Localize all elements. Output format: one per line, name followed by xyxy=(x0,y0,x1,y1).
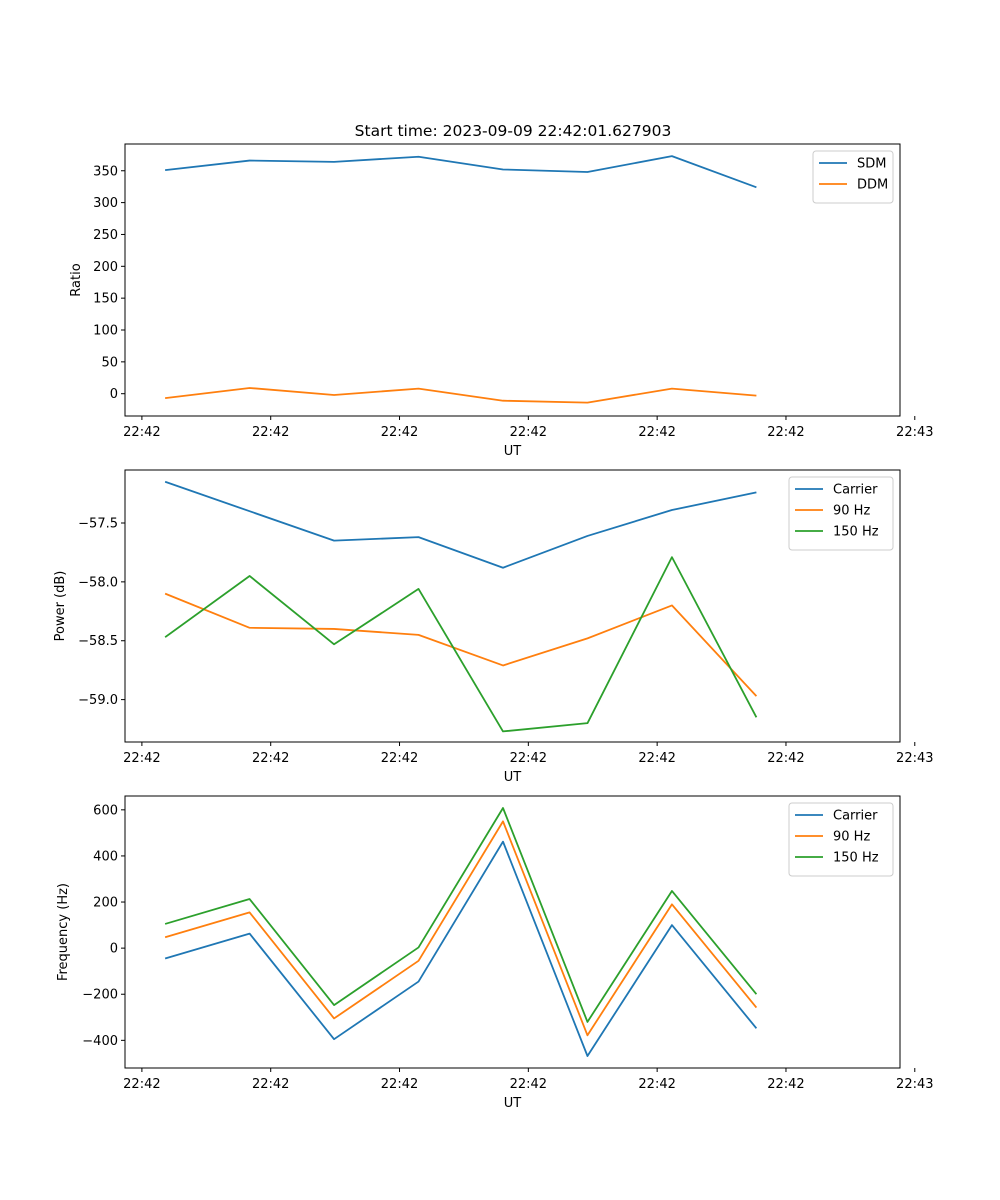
legend-label: DDM xyxy=(857,178,888,193)
x-tick-label: 22:42 xyxy=(767,1077,804,1092)
series-line-carrier xyxy=(164,480,757,569)
y-tick-label: −58.5 xyxy=(78,634,118,649)
y-tick-label: −400 xyxy=(82,1034,118,1049)
series-line-90-hz xyxy=(164,592,758,697)
x-tick-label: 22:43 xyxy=(896,1077,933,1092)
y-tick-label: −59.0 xyxy=(78,693,118,708)
y-tick-label: 350 xyxy=(93,164,118,179)
x-tick-label: 22:42 xyxy=(767,425,804,440)
y-axis-label: Frequency (Hz) xyxy=(56,883,71,981)
y-tick-label: 400 xyxy=(93,849,118,864)
series-line-150-hz xyxy=(164,807,758,1023)
x-axis-label: UT xyxy=(504,444,522,459)
figure-title: Start time: 2023-09-09 22:42:01.627903 xyxy=(355,122,672,140)
x-tick-label: 22:42 xyxy=(767,751,804,766)
y-tick-label: 250 xyxy=(93,228,118,243)
y-tick-label: 100 xyxy=(93,324,118,339)
legend: Carrier 90 Hz 150 Hz xyxy=(788,802,894,877)
legend: Carrier 90 Hz 150 Hz xyxy=(788,476,894,551)
x-tick-label: 22:42 xyxy=(510,751,547,766)
x-tick-label: 22:42 xyxy=(381,751,418,766)
x-tick-label: 22:42 xyxy=(638,425,675,440)
legend-label: Carrier xyxy=(833,483,878,498)
chart-panel-1: 22:42 22:42 22:42 22:42 22:42 22:42 22:43 0 50 10… xyxy=(69,143,934,459)
axes-frame xyxy=(124,795,901,1069)
legend-label: 150 Hz xyxy=(833,525,879,540)
y-tick-label: 300 xyxy=(93,196,118,211)
x-tick-label: 22:42 xyxy=(510,1077,547,1092)
y-tick-label: −58.0 xyxy=(78,575,118,590)
x-tick-label: 22:42 xyxy=(510,425,547,440)
y-axis-label: Power (dB) xyxy=(53,571,68,642)
chart-panel-3: 22:42 22:42 22:42 22:42 22:42 22:42 22:43 −400 −… xyxy=(56,795,934,1111)
x-tick-label: 22:43 xyxy=(896,751,933,766)
y-tick-label: 0 xyxy=(110,387,118,402)
x-tick-label: 22:43 xyxy=(896,425,933,440)
y-tick-label: 200 xyxy=(93,896,118,911)
x-tick-label: 22:42 xyxy=(252,425,289,440)
x-tick-label: 22:42 xyxy=(252,1077,289,1092)
x-tick-label: 22:42 xyxy=(123,1077,160,1092)
legend: SDM DDM xyxy=(812,150,894,204)
y-tick-label: 200 xyxy=(93,260,118,275)
y-tick-label: 150 xyxy=(93,292,118,307)
y-tick-label: 600 xyxy=(93,803,118,818)
x-tick-label: 22:42 xyxy=(252,751,289,766)
x-axis-label: UT xyxy=(504,770,522,785)
series-line-sdm xyxy=(165,155,757,189)
legend-label: Carrier xyxy=(833,809,878,824)
series-line-carrier xyxy=(164,840,758,1057)
x-tick-label: 22:42 xyxy=(638,1077,675,1092)
axes-frame xyxy=(124,143,901,417)
legend-label: 150 Hz xyxy=(833,851,879,866)
x-tick-label: 22:42 xyxy=(638,751,675,766)
x-tick-label: 22:42 xyxy=(381,425,418,440)
y-tick-label: 50 xyxy=(101,355,118,370)
series-line-ddm xyxy=(165,387,757,404)
x-tick-label: 22:42 xyxy=(123,751,160,766)
series-line-90-hz xyxy=(164,820,758,1037)
chart-panel-2: 22:42 22:42 22:42 22:42 22:42 22:42 22:43 −59.0… xyxy=(53,469,934,785)
y-axis-label: Ratio xyxy=(69,263,84,296)
series-line-150-hz xyxy=(164,556,758,733)
axes-frame xyxy=(124,469,901,743)
legend-box xyxy=(812,150,894,204)
legend-label: 90 Hz xyxy=(833,504,870,519)
x-tick-label: 22:42 xyxy=(381,1077,418,1092)
y-tick-label: −57.5 xyxy=(78,516,118,531)
legend-label: 90 Hz xyxy=(833,830,870,845)
x-tick-label: 22:42 xyxy=(123,425,160,440)
legend-label: SDM xyxy=(857,157,886,172)
x-axis-label: UT xyxy=(504,1096,522,1111)
y-tick-label: −200 xyxy=(82,988,118,1003)
y-tick-label: 0 xyxy=(110,942,118,957)
